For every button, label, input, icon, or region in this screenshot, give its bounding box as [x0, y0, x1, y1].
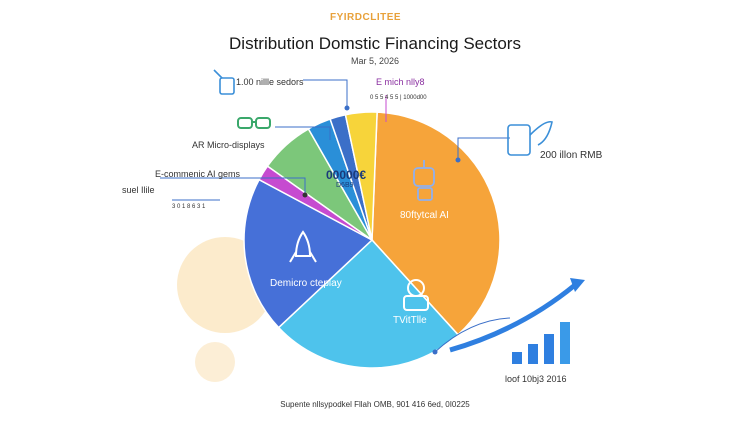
robot-hand-icon: [507, 120, 553, 156]
center-subtext: D6B9: [336, 182, 354, 189]
slice-label-demicro: Demicro cteplay: [270, 278, 342, 289]
glasses-icon: [237, 117, 271, 129]
robot-icon: [413, 160, 435, 201]
leader-right: [457, 137, 510, 160]
chart-date: Mar 5, 2026: [350, 56, 400, 66]
callout-growth: loof 10bj3 2016: [505, 374, 567, 384]
leader-dot: [455, 157, 461, 163]
chart-title: Distribution Domstic Financing Sectors: [229, 34, 521, 53]
slice-label-80ftytcal: 80ftytcal AI: [400, 210, 449, 221]
pie-slice-1: [277, 238, 460, 369]
pie-slice-2: [243, 178, 374, 329]
brand-logo-text: FYIRDCLITEE: [330, 12, 402, 23]
leader-ecom: [160, 177, 306, 195]
callout-ecom: E-commenic AI gems: [155, 169, 241, 179]
rocket-icon: [289, 230, 317, 263]
growth-arrowhead: [570, 278, 585, 292]
growth-arrow: [449, 283, 577, 353]
leader-growth: [434, 317, 511, 353]
pie-slice-7: [344, 111, 378, 241]
pie-slices: [243, 111, 501, 369]
footer-note: Supente nllsypodkel Fllah OMB, 901 416 6…: [280, 400, 470, 409]
leader-top-left: [303, 79, 348, 108]
pie-slice-0: [371, 111, 501, 336]
callout-top-mid: E mich nlly8: [376, 77, 425, 87]
callout-top-mid-sub: 0 5 5 4 5 5 | 1000d00: [370, 95, 427, 101]
leader-dot: [432, 349, 438, 355]
leader-dot: [344, 105, 350, 111]
center-value: 00000€: [326, 168, 367, 182]
callout-lines: [160, 79, 511, 353]
callout-suel-sub: 3 0 1 8 6 3 1: [172, 204, 206, 210]
growth-bars: [449, 278, 585, 364]
callout-suel: suel Ilile: [122, 185, 155, 195]
callout-right: 200 illon RMB: [540, 150, 603, 161]
slice-label-tvittlle: TVitTlle: [393, 315, 427, 326]
callout-top-left: 1.00 nillle sedors: [236, 77, 304, 87]
robot-head-icon: [403, 279, 429, 311]
callout-ar: AR Micro-displays: [192, 140, 265, 150]
decor-blob-small: [195, 342, 235, 382]
device-icon: [213, 69, 235, 95]
leader-dot: [302, 192, 308, 198]
leader-ar: [275, 126, 331, 140]
